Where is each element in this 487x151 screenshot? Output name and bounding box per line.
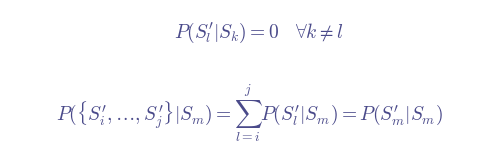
Text: $P(\{S_i^{\prime}, \ldots, S_j^{\prime}\}|S_m) = \sum_{l=i}^{j} P(S_l^{\prime}|S: $P(\{S_i^{\prime}, \ldots, S_j^{\prime}\… (56, 82, 443, 144)
Text: $P(S_l^{\prime}|S_k) = 0 \quad \forall k \neq l$: $P(S_l^{\prime}|S_k) = 0 \quad \forall k… (174, 21, 343, 45)
